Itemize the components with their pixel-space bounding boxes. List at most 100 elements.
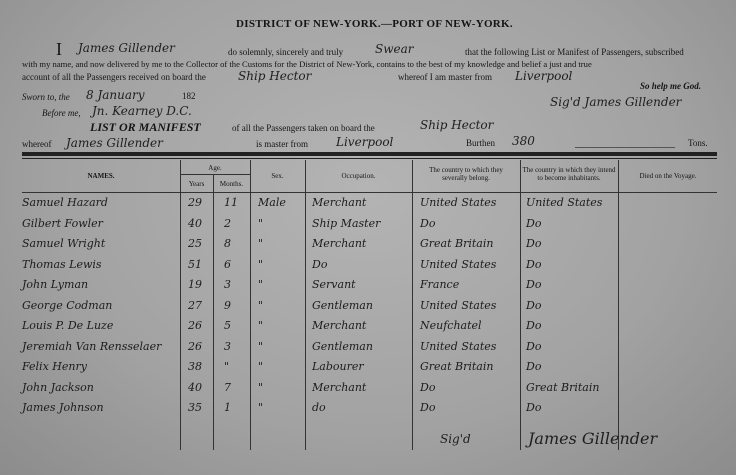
sworn-label: Sworn to, the — [22, 92, 70, 102]
cell-inhabit: Do — [526, 360, 542, 373]
cell-years: 29 — [188, 196, 202, 209]
oath-text: do solemnly, sincerely and truly — [228, 47, 344, 57]
cell-months: 8 — [224, 237, 231, 250]
cell-belong: United States — [420, 196, 497, 209]
cell-years: 40 — [188, 380, 202, 394]
list-ship: Ship Hector — [420, 118, 494, 132]
col-occupation: Occupation. — [341, 172, 376, 180]
cell-sex: " — [258, 257, 264, 271]
cell-name: Felix Henry — [22, 360, 87, 373]
col-belong: The country to which they severally belo… — [429, 166, 503, 182]
cell-occupation: Merchant — [312, 380, 367, 394]
footer-signed: Sig'd — [440, 432, 471, 446]
before-name: Jn. Kearney D.C. — [92, 104, 192, 118]
cell-sex: " — [258, 401, 264, 414]
cell-belong: Neufchatel — [420, 319, 482, 332]
cell-belong: France — [420, 278, 460, 291]
cell-inhabit: Do — [526, 339, 542, 353]
cell-months: 3 — [224, 339, 231, 353]
column-divider — [250, 160, 251, 450]
cell-occupation: Labourer — [312, 360, 364, 373]
so-help: So help me God. — [640, 81, 702, 91]
port-from: Liverpool — [515, 69, 573, 83]
cell-inhabit: United States — [526, 196, 603, 209]
oath-verb: Swear — [375, 42, 414, 56]
list-master: James Gillender — [66, 136, 163, 150]
cell-occupation: do — [312, 401, 326, 414]
cell-name: George Codman — [22, 298, 113, 312]
cell-name: James Johnson — [22, 401, 104, 414]
cell-belong: Do — [420, 401, 436, 414]
column-divider — [305, 160, 306, 450]
cell-inhabit: Do — [526, 257, 542, 271]
cell-name: Jeremiah Van Rensselaer — [22, 339, 162, 353]
cell-occupation: Servant — [312, 278, 356, 291]
cell-years: 51 — [188, 257, 202, 271]
tons-label: Tons. — [688, 138, 708, 148]
cell-occupation: Gentleman — [312, 339, 373, 353]
cell-years: 25 — [188, 237, 202, 250]
col-years: Years — [188, 180, 205, 188]
document-title: DISTRICT OF NEW-YORK.—PORT OF NEW-YORK. — [236, 18, 513, 30]
cell-belong: Do — [420, 380, 436, 394]
cell-sex: " — [258, 278, 264, 291]
list-title: LIST OR MANIFEST — [90, 120, 201, 134]
cell-name: John Jackson — [22, 380, 94, 394]
burthen-label: Burthen — [466, 138, 495, 148]
cell-sex: " — [258, 360, 264, 373]
cell-months: 2 — [224, 216, 231, 230]
cell-occupation: Merchant — [312, 319, 367, 332]
sworn-year: 182 — [182, 91, 196, 101]
oath-text: that the following List or Manifest of P… — [465, 47, 684, 57]
cell-belong: Great Britain — [420, 360, 494, 373]
burthen-value: 380 — [512, 134, 535, 148]
cell-occupation: Merchant — [312, 237, 367, 250]
master-from-label: is master from — [256, 139, 308, 149]
col-months: Months. — [219, 180, 244, 188]
cell-months: 3 — [224, 278, 231, 291]
cell-months: 5 — [224, 319, 231, 332]
cell-inhabit: Do — [526, 216, 542, 230]
cell-sex: " — [258, 237, 264, 250]
signature: Sig'd James Gillender — [550, 95, 682, 109]
cell-belong: United States — [420, 339, 497, 353]
cell-years: 19 — [188, 278, 202, 291]
tons-line — [575, 147, 675, 148]
list-text: of all the Passengers taken on board the — [232, 123, 375, 133]
cell-belong: Great Britain — [420, 237, 494, 250]
cell-occupation: Merchant — [312, 196, 367, 209]
cell-months: 1 — [224, 401, 231, 414]
cell-belong: United States — [420, 257, 497, 271]
list-port: Liverpool — [336, 135, 394, 149]
cell-belong: United States — [420, 298, 497, 312]
age-rule — [180, 174, 250, 175]
cell-months: " — [224, 360, 230, 373]
master-name: James Gillender — [78, 41, 175, 55]
cell-belong: Do — [420, 216, 436, 230]
cell-sex: " — [258, 216, 264, 230]
cell-inhabit: Do — [526, 237, 542, 250]
cell-name: Louis P. De Luze — [22, 319, 114, 332]
col-inhabit: The country in which they intend to beco… — [522, 166, 616, 182]
cell-name: Samuel Wright — [22, 237, 106, 250]
cell-occupation: Gentleman — [312, 298, 373, 312]
cell-occupation: Ship Master — [312, 216, 381, 230]
cell-years: 27 — [188, 298, 202, 312]
cell-inhabit: Do — [526, 298, 542, 312]
ship-name: Ship Hector — [238, 69, 312, 83]
whereof-label: whereof — [22, 139, 52, 149]
oath-text: account of all the Passengers received o… — [22, 72, 206, 82]
column-divider — [180, 160, 181, 450]
cell-sex: " — [258, 298, 264, 312]
rule — [22, 158, 717, 159]
cell-name: Samuel Hazard — [22, 196, 108, 209]
header-rule — [22, 192, 717, 193]
column-divider — [213, 175, 214, 450]
cell-months: 9 — [224, 298, 231, 312]
cell-name: Gilbert Fowler — [22, 216, 103, 230]
cell-sex: " — [258, 339, 264, 353]
footer-signature: James Gillender — [528, 429, 658, 448]
cell-months: 6 — [224, 257, 231, 271]
col-sex: Sex. — [271, 172, 284, 180]
